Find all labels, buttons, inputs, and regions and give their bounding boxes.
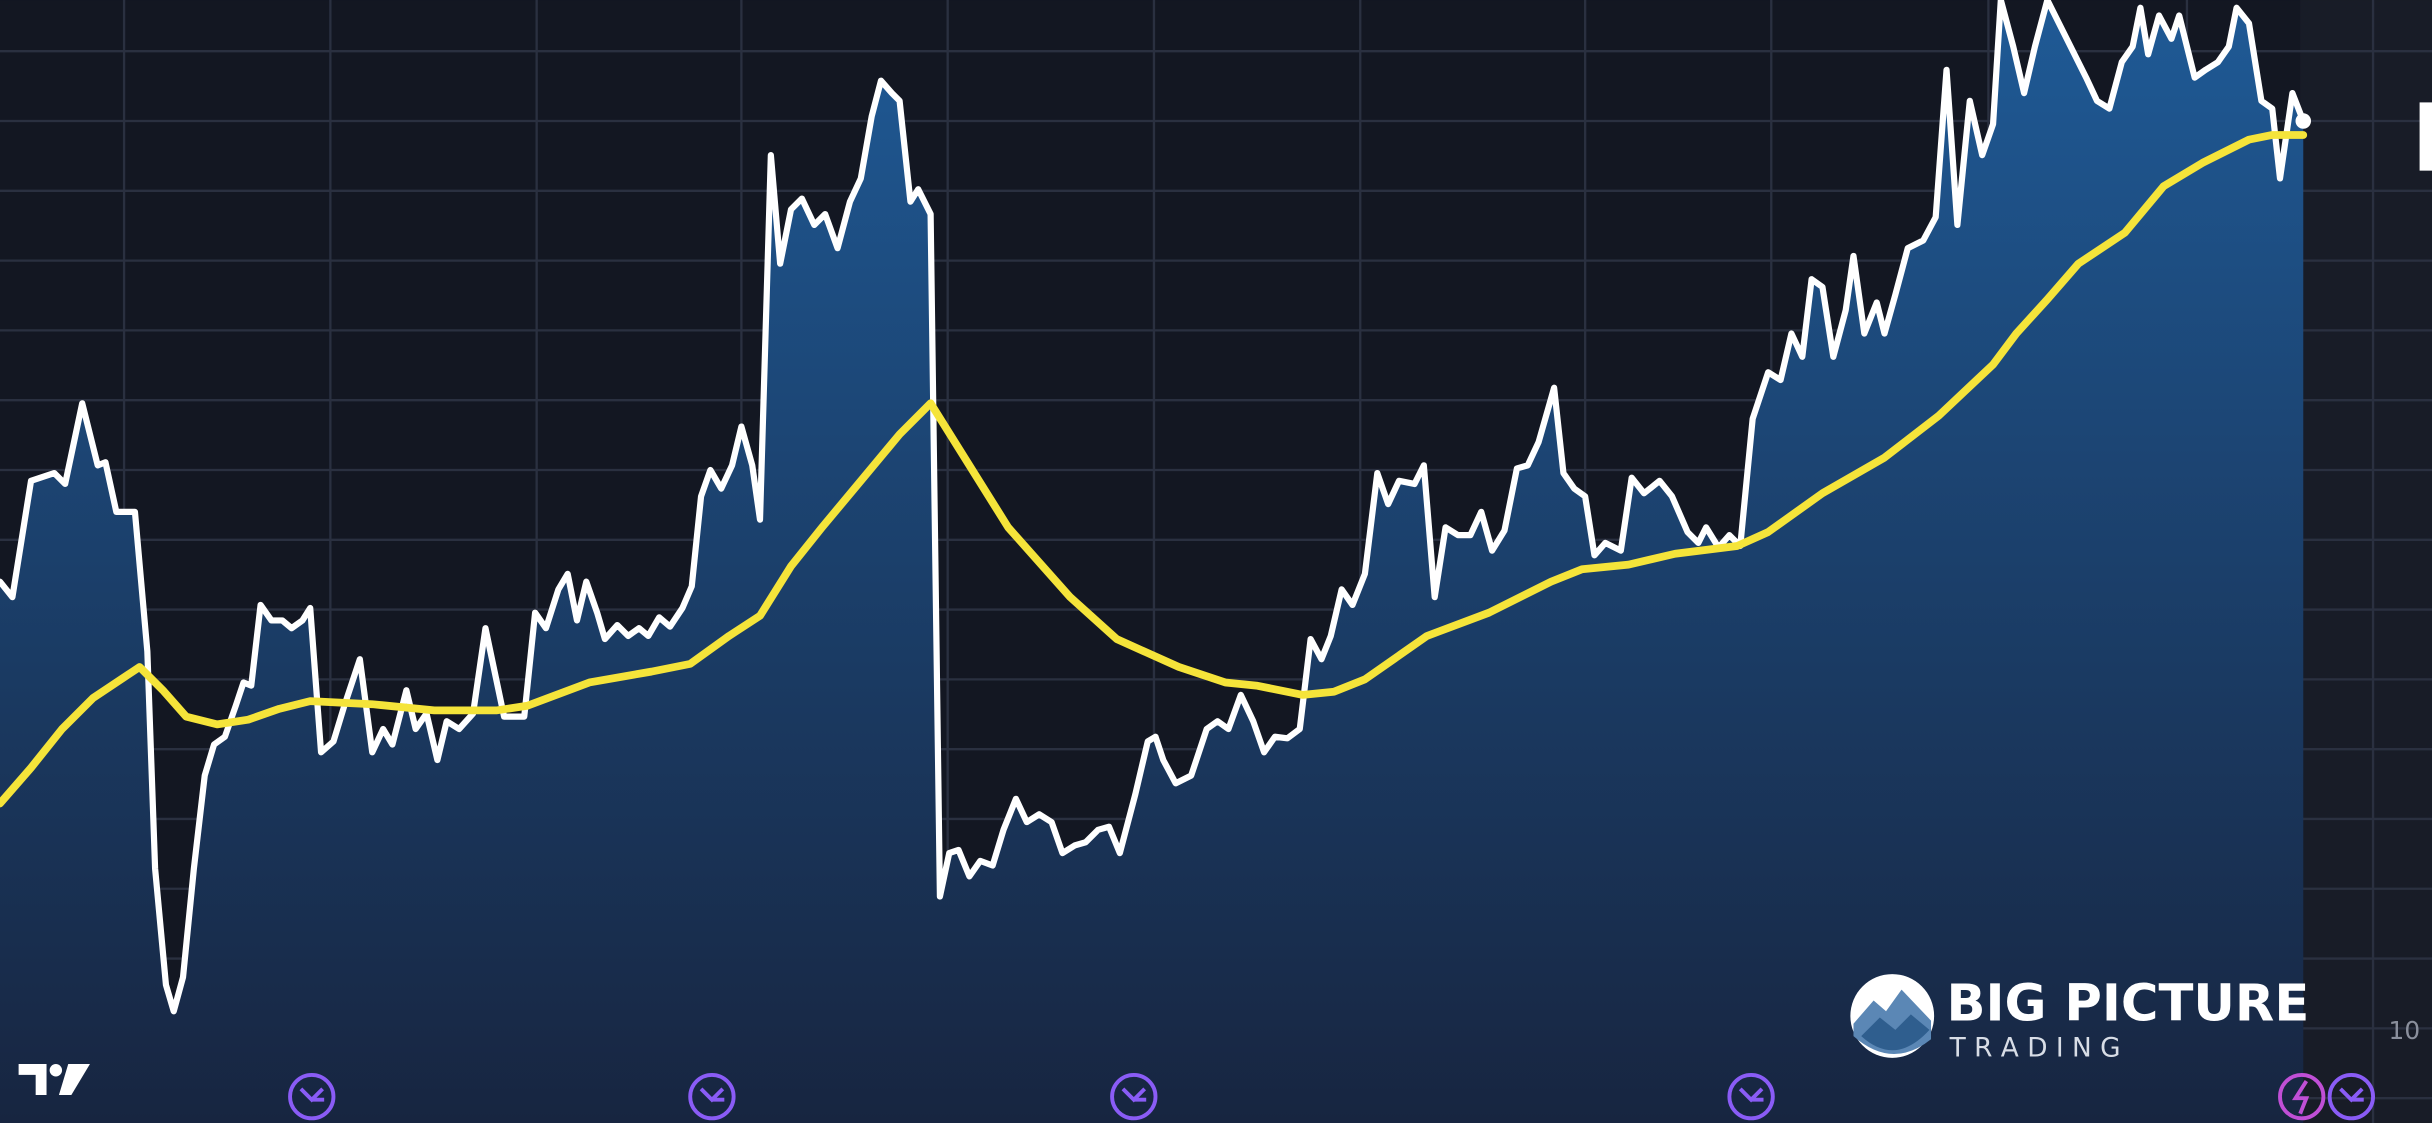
event-icons[interactable] [288, 1072, 2375, 1121]
event-icon[interactable] [288, 1072, 336, 1121]
plot [0, 0, 2312, 1123]
area-fill [0, 0, 2304, 1123]
tv-logo [18, 1064, 90, 1096]
event-icon[interactable] [1110, 1072, 1158, 1121]
logo: BIG PICTURE T R A D I N G [1850, 974, 2310, 1063]
last-point [2295, 113, 2312, 129]
event-icon[interactable] [2327, 1072, 2375, 1121]
event-icon[interactable] [1727, 1072, 1775, 1121]
logo-title: BIG PICTURE [1947, 974, 2310, 1034]
series-line [0, 131, 2308, 808]
price-label [2419, 102, 2432, 171]
future-zone [2300, 0, 2432, 1123]
event-icon[interactable] [688, 1072, 736, 1121]
event-icon[interactable] [2278, 1072, 2326, 1121]
logo-subtitle: T R A D I N G [1949, 1033, 2121, 1063]
axis-label: 10 [2389, 1016, 2421, 1045]
series-line [0, 0, 2307, 1015]
